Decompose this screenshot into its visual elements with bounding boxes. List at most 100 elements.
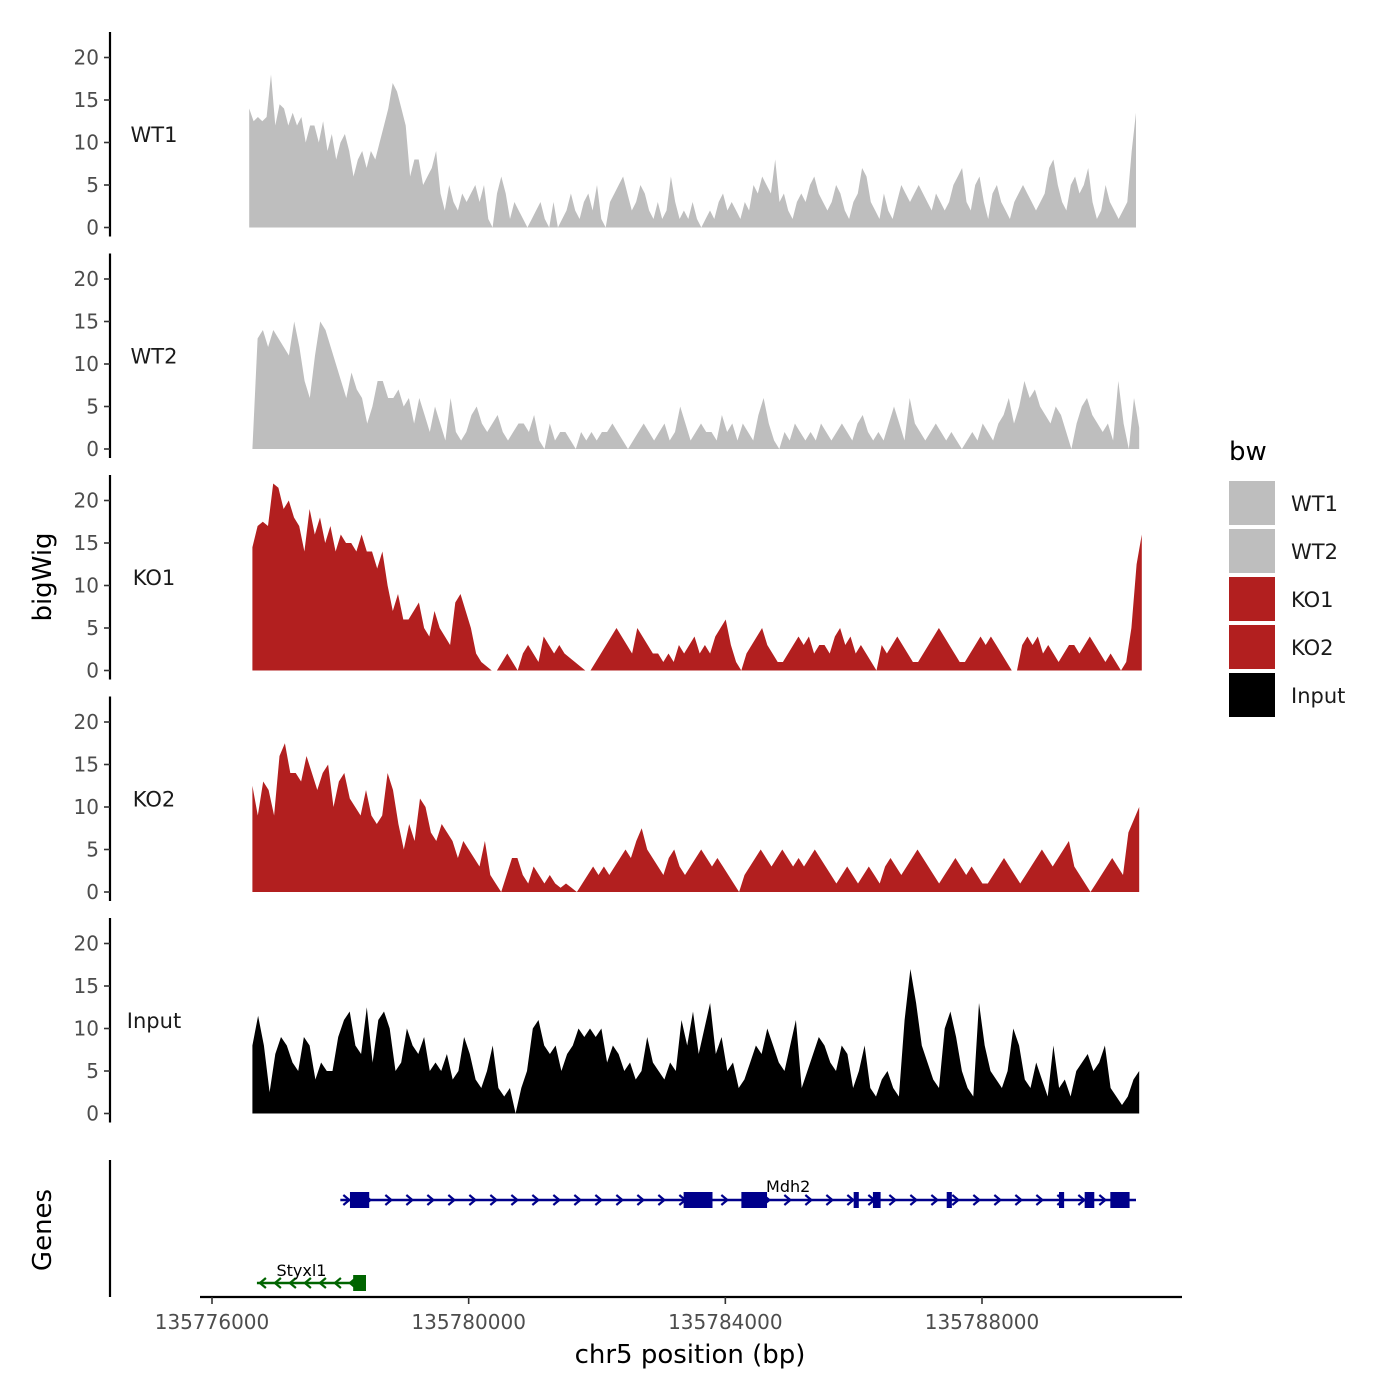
strand-arrow	[573, 1194, 583, 1206]
strand-arrow	[384, 1194, 394, 1206]
track-label: WT1	[131, 123, 178, 147]
legend-label: Input	[1291, 684, 1345, 708]
signal-area-ko2	[252, 743, 1140, 892]
track-label: Input	[127, 1009, 181, 1033]
strand-arrow	[594, 1194, 604, 1206]
exon	[853, 1192, 859, 1208]
x-tick-label: 135784000	[668, 1310, 783, 1334]
strand-arrow	[1077, 1194, 1087, 1206]
legend-key-ko2	[1229, 625, 1275, 669]
y-tick-label: 15	[74, 974, 99, 998]
strand-arrow	[783, 1194, 793, 1206]
gene-label: Styxl1	[276, 1261, 326, 1280]
legend-key-wt1	[1229, 481, 1275, 525]
strand-arrow	[273, 1277, 282, 1289]
strand-arrow	[405, 1194, 415, 1206]
x-axis: 135776000 135780000 135784000 135788000	[155, 1295, 1182, 1334]
strand-arrow	[1098, 1194, 1108, 1206]
strand-arrow	[447, 1194, 457, 1206]
exon	[946, 1192, 952, 1208]
strand-arrow	[489, 1194, 499, 1206]
x-tick-label: 135776000	[155, 1310, 270, 1334]
y-tick-label: 15	[74, 310, 99, 334]
y-tick-label: 0	[86, 1102, 99, 1126]
exon	[872, 1192, 881, 1208]
exon	[349, 1192, 370, 1208]
y-tick-label: 10	[74, 574, 99, 598]
strand-arrow	[303, 1277, 312, 1289]
y-tick-label: 10	[74, 795, 99, 819]
strand-arrow	[1014, 1194, 1024, 1206]
exon	[353, 1275, 366, 1291]
track-input: 0 5 10 15 20 Input	[74, 918, 1140, 1126]
legend-key-ko1	[1229, 577, 1275, 621]
strand-arrow	[951, 1194, 961, 1206]
genes-layer: Mdh2 Styxl1	[108, 1160, 1136, 1297]
y-tick-label: 10	[74, 352, 99, 376]
strand-arrow	[846, 1194, 856, 1206]
y-tick-label: 0	[86, 659, 99, 683]
signal-area-wt2	[252, 321, 1140, 449]
y-tick-label: 0	[86, 437, 99, 461]
y-tick-label: 20	[74, 46, 99, 70]
y-tick-label: 15	[74, 531, 99, 555]
signal-area-wt1	[249, 74, 1136, 228]
strand-arrow	[531, 1194, 541, 1206]
x-axis-title: chr5 position (bp)	[575, 1340, 806, 1370]
strand-arrow	[993, 1194, 1003, 1206]
y-tick-label: 20	[74, 710, 99, 734]
y-tick-label: 5	[86, 395, 99, 419]
exon	[1084, 1192, 1095, 1208]
y-tick-label: 20	[74, 932, 99, 956]
x-tick-label: 135788000	[925, 1310, 1040, 1334]
exon	[1059, 1192, 1065, 1208]
strand-arrow	[972, 1194, 982, 1206]
exon	[1110, 1192, 1130, 1208]
legend-label: WT1	[1291, 492, 1338, 516]
track-ko1: 0 5 10 15 20 KO1	[74, 475, 1142, 683]
legend-key-input	[1229, 673, 1275, 717]
signal-area-input	[252, 969, 1140, 1114]
y-axis-title: bigWig	[28, 532, 58, 621]
strand-arrow	[426, 1194, 436, 1206]
y-tick-label: 15	[74, 88, 99, 112]
strand-arrow	[909, 1194, 919, 1206]
strand-arrow	[468, 1194, 478, 1206]
strand-arrow	[288, 1277, 297, 1289]
y-tick-label: 5	[86, 1059, 99, 1083]
strand-arrow	[342, 1194, 352, 1206]
legend-title: bw	[1229, 437, 1267, 467]
y-tick-label: 0	[86, 880, 99, 904]
exon	[741, 1192, 768, 1208]
x-tick-label: 135780000	[411, 1310, 526, 1334]
strand-arrow	[258, 1277, 267, 1289]
y-tick-label: 15	[74, 753, 99, 777]
y-tick-label: 0	[86, 216, 99, 240]
strand-arrow	[318, 1277, 327, 1289]
signal-area-ko1	[252, 483, 1142, 671]
y-tick-label: 10	[74, 1017, 99, 1041]
legend-label: WT2	[1291, 540, 1338, 564]
y-tick-label: 20	[74, 267, 99, 291]
y-tick-label: 5	[86, 616, 99, 640]
legend-key-wt2	[1229, 529, 1275, 573]
track-label: KO1	[133, 566, 176, 590]
genes-axis-title: Genes	[28, 1189, 58, 1271]
gene-styxl1: Styxl1	[256, 1261, 366, 1291]
exon	[683, 1192, 713, 1208]
track-ko2: 0 5 10 15 20 KO2	[74, 696, 1140, 904]
strand-arrow	[636, 1194, 646, 1206]
strand-arrow	[720, 1194, 730, 1206]
track-wt2: 0 5 10 15 20 WT2	[74, 253, 1140, 461]
track-wt1: 0 5 10 15 20 WT1	[74, 32, 1136, 240]
strand-arrow	[333, 1277, 342, 1289]
legend-label: KO1	[1291, 588, 1334, 612]
strand-arrow	[657, 1194, 667, 1206]
strand-arrow	[930, 1194, 940, 1206]
legend-label: KO2	[1291, 636, 1334, 660]
strand-arrow	[510, 1194, 520, 1206]
track-label: KO2	[133, 788, 176, 812]
strand-arrow	[804, 1194, 814, 1206]
